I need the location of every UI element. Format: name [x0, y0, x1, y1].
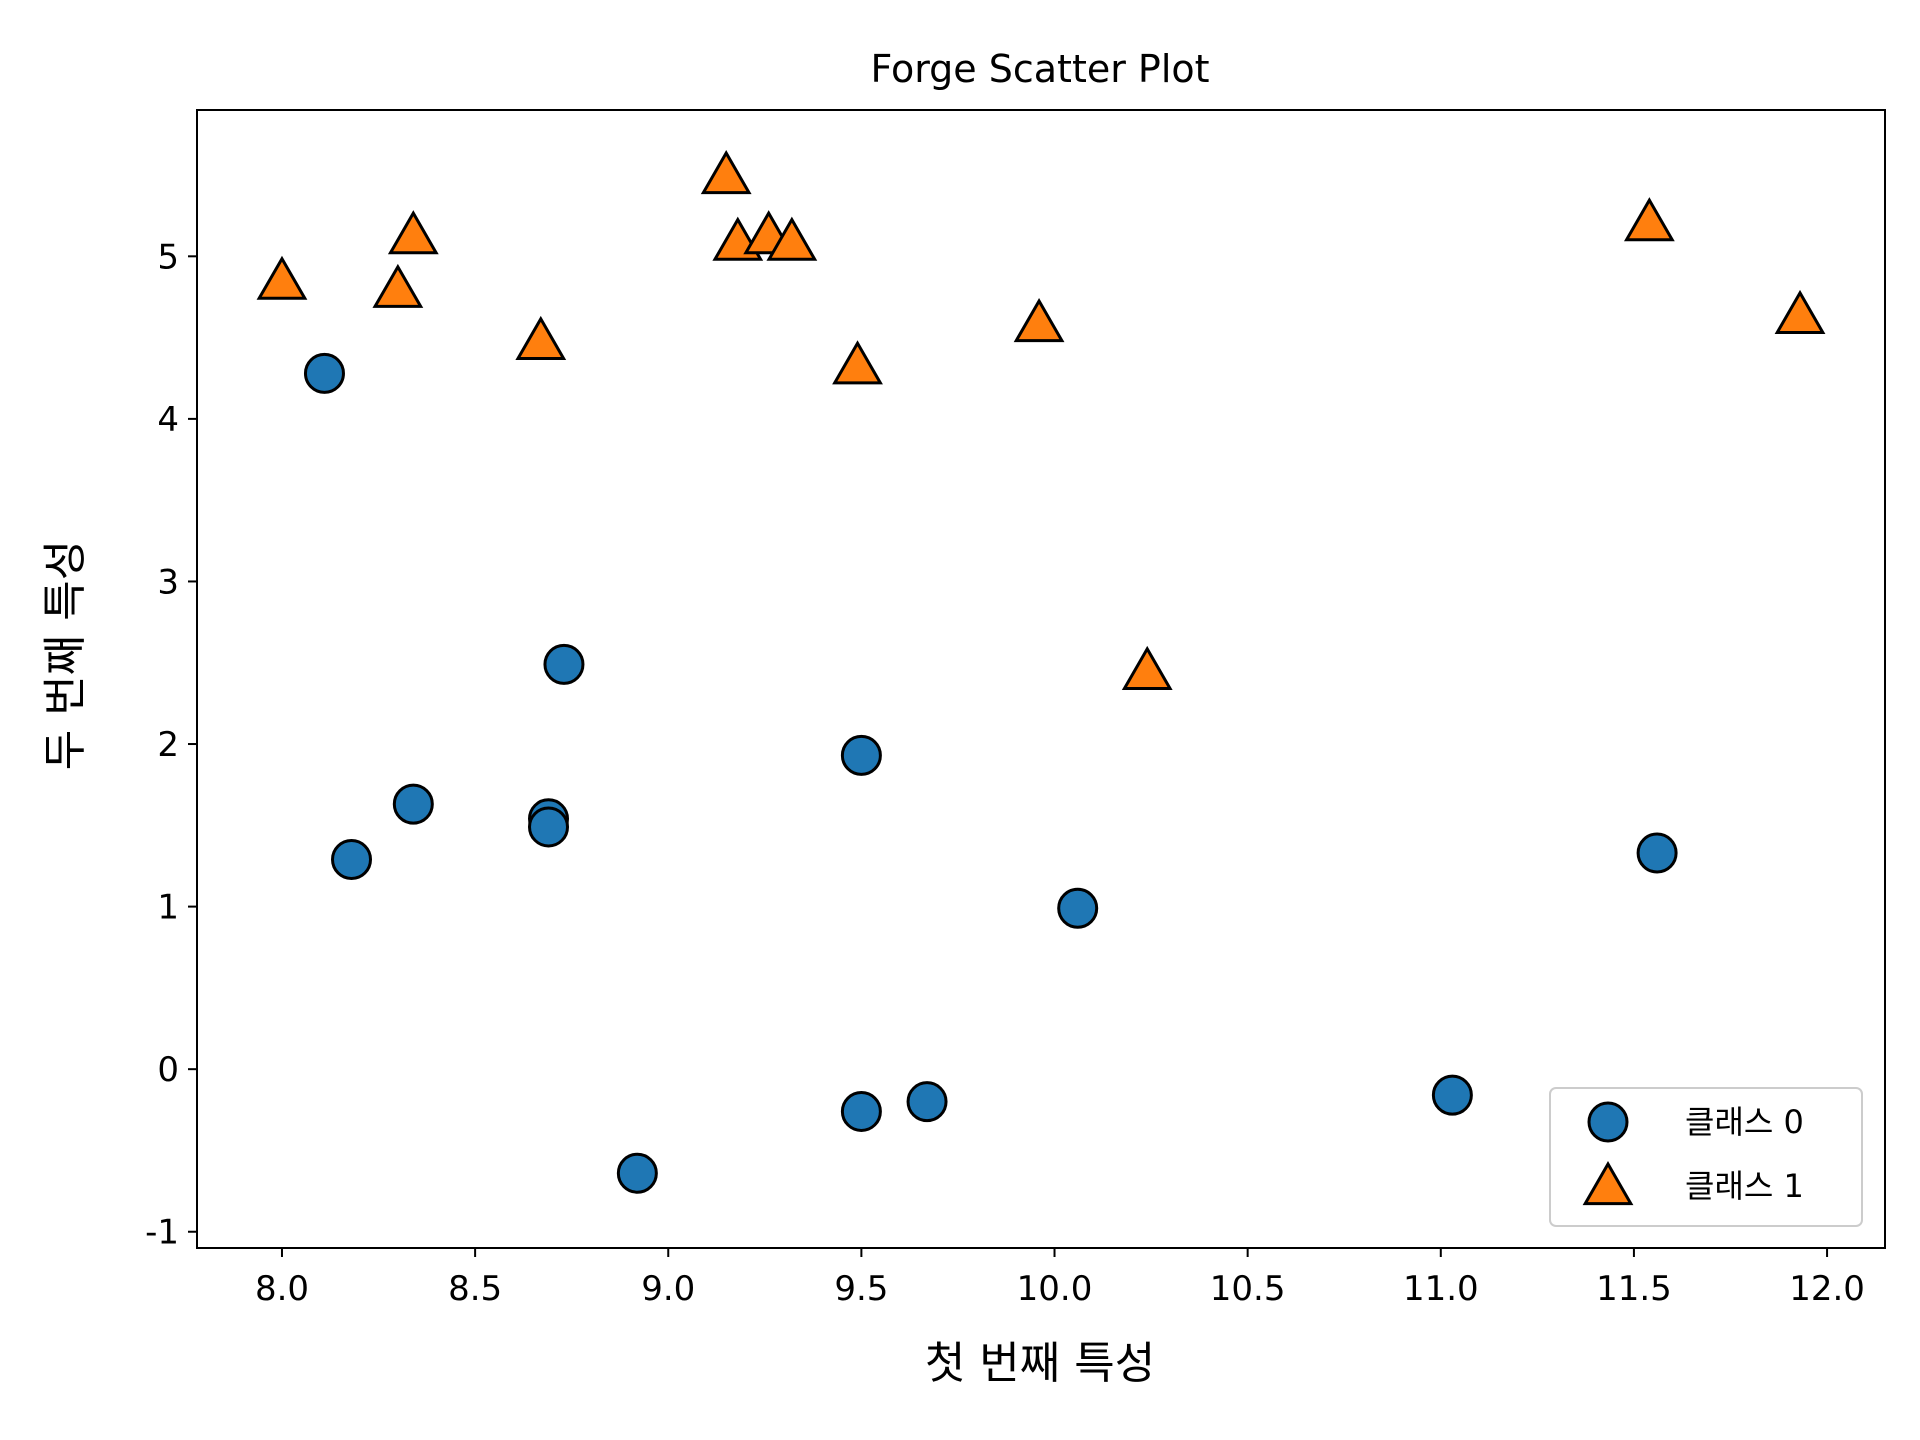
data-point-class-1 — [1013, 297, 1065, 343]
data-point-class-1 — [515, 315, 567, 360]
data-point-class-0 — [528, 806, 570, 848]
x-axis-label: 첫 번째 특성 — [925, 1338, 1155, 1389]
y-tick-label: 0 — [157, 1050, 179, 1090]
data-point-class-0 — [331, 838, 373, 880]
plot-frame — [196, 109, 1886, 1249]
data-point-class-1 — [256, 255, 308, 300]
x-tick-label: 9.0 — [641, 1269, 695, 1309]
data-point-class-0 — [303, 352, 345, 394]
y-tick-label: -1 — [145, 1213, 179, 1253]
x-tick-label: 8.0 — [255, 1269, 309, 1309]
y-tick-label: 2 — [157, 725, 179, 765]
x-tick-label: 9.5 — [834, 1269, 888, 1309]
legend-marker-class-1 — [1582, 1160, 1634, 1206]
legend: 클래스 0 클래스 1 — [1549, 1087, 1863, 1227]
y-tick-label: 5 — [157, 237, 179, 277]
data-point-class-1 — [700, 150, 752, 195]
data-point-class-0 — [616, 1152, 658, 1194]
data-point-class-1 — [832, 340, 883, 385]
y-axis-label: 두 번째 특성 — [40, 540, 91, 770]
data-point-class-0 — [1057, 887, 1099, 929]
x-tick-label: 8.5 — [448, 1269, 502, 1309]
chart-title: Forge Scatter Plot — [870, 47, 1209, 91]
data-point-class-0 — [1431, 1074, 1473, 1116]
data-point-class-0 — [392, 783, 434, 825]
x-tick-label: 10.0 — [1017, 1269, 1093, 1309]
data-point-class-1 — [1774, 289, 1826, 334]
data-point-class-0 — [840, 734, 882, 776]
x-tick-label: 10.5 — [1210, 1269, 1286, 1309]
legend-marker-class-0 — [1587, 1101, 1629, 1143]
data-point-class-1 — [1623, 197, 1675, 242]
x-tick-label: 11.5 — [1596, 1269, 1672, 1309]
x-tick-label: 12.0 — [1789, 1269, 1865, 1309]
data-point-class-0 — [543, 643, 585, 685]
data-point-class-1 — [387, 210, 439, 255]
legend-label-class-1: 클래스 1 — [1685, 1167, 1804, 1205]
data-point-class-1 — [766, 216, 818, 261]
y-tick-label: 3 — [157, 562, 179, 602]
plot-area: 8.0 8.5 9.0 9.5 10.0 10.5 11.0 11.5 12.0 -1 0 1 2 3 4 5 — [145, 109, 1886, 1309]
x-tick-label: 11.0 — [1403, 1269, 1479, 1309]
data-point-class-0 — [1636, 832, 1678, 874]
y-tick-label: 1 — [157, 888, 179, 928]
data-point-class-0 — [906, 1081, 948, 1123]
data-point-class-0 — [840, 1090, 882, 1132]
legend-label-class-0: 클래스 0 — [1685, 1103, 1804, 1141]
data-point-class-1 — [1121, 645, 1173, 690]
data-point-class-1 — [372, 263, 424, 308]
y-tick-label: 4 — [157, 400, 179, 440]
